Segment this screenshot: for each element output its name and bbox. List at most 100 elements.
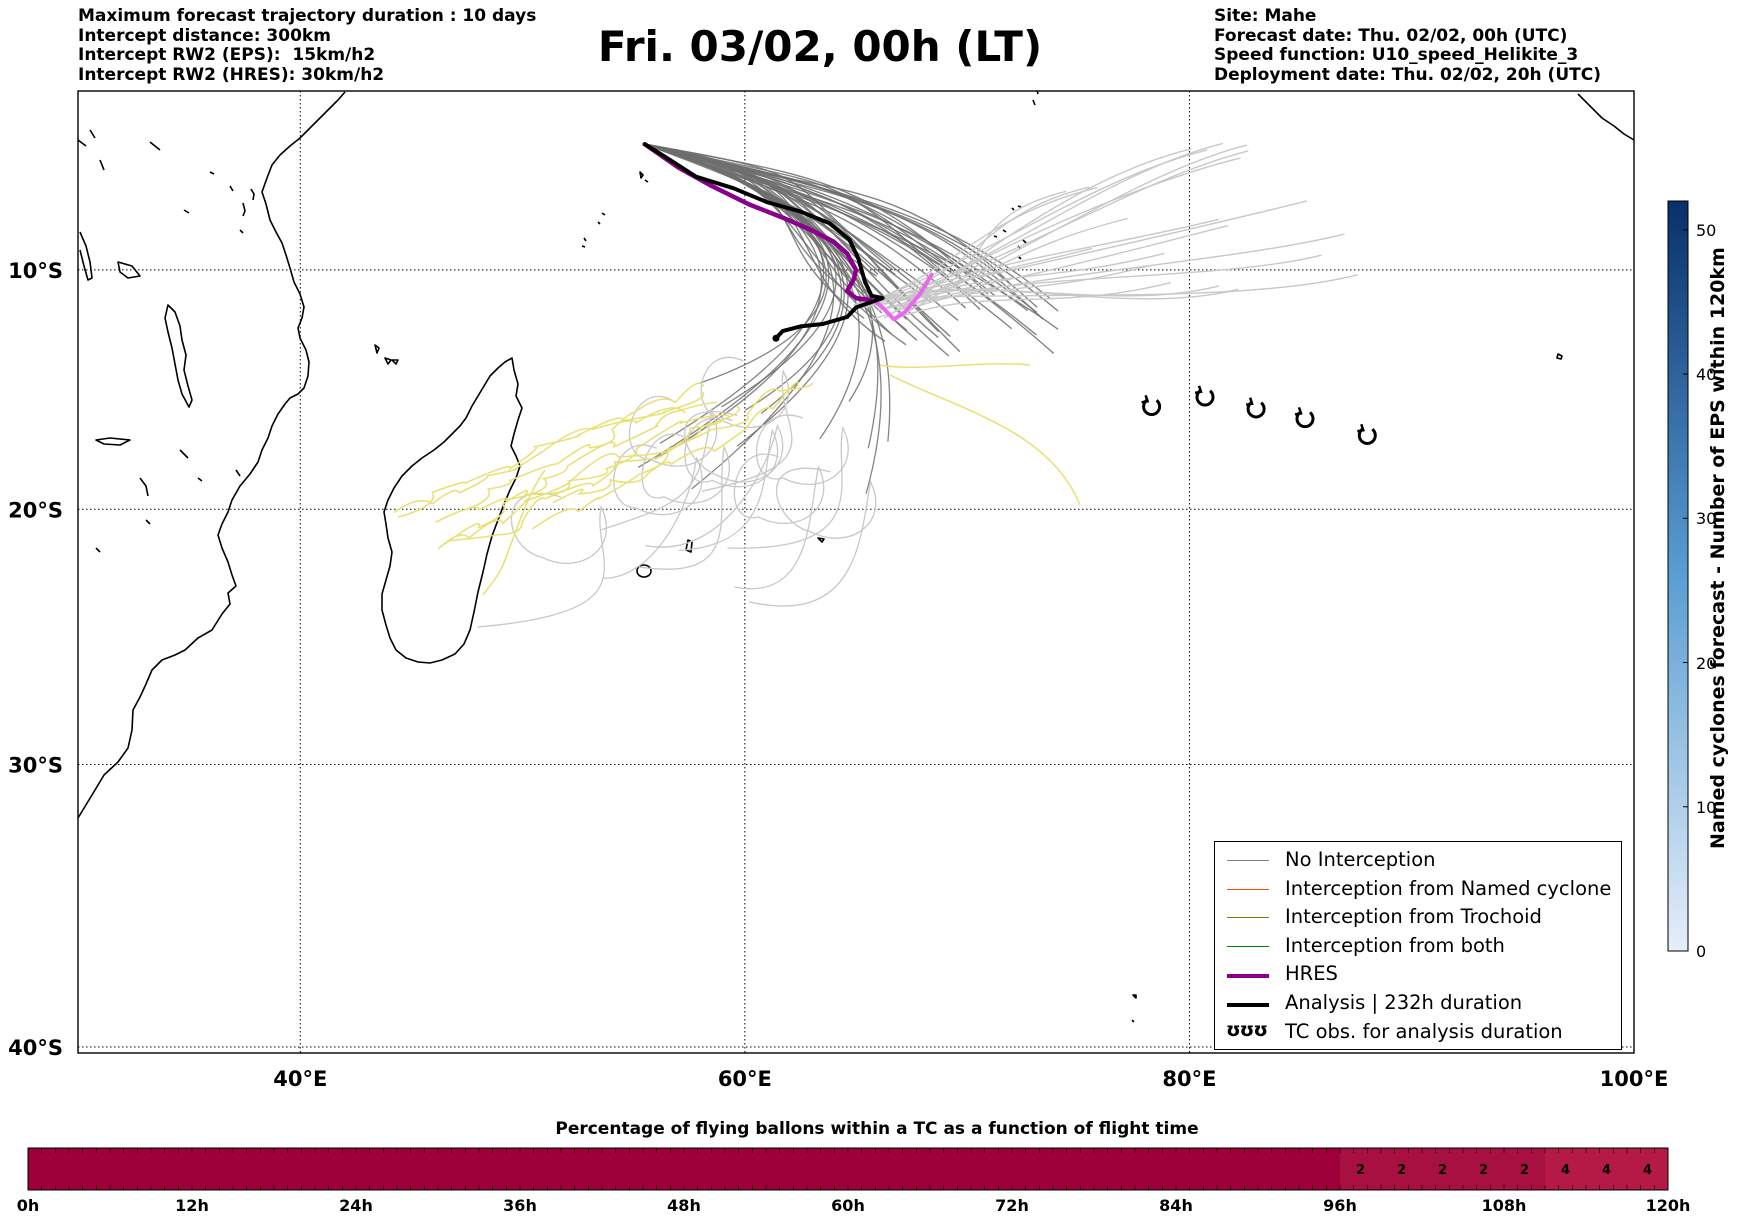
legend-label: HRES xyxy=(1285,962,1338,986)
eps-trajectory-late xyxy=(700,356,793,492)
eps-trajectory-late xyxy=(859,274,1358,301)
zanzibar-pemba xyxy=(242,188,255,217)
tc-percentage-value: 2 xyxy=(1479,1163,1488,1178)
eps-trajectory xyxy=(644,143,989,295)
legend-line-swatch xyxy=(1227,945,1269,947)
lon-tick-label: 60°E xyxy=(718,1067,772,1091)
eps-trajectory-trochoid xyxy=(531,382,813,530)
tc-percentage-bar-tick: 36h xyxy=(503,1196,537,1215)
site-info: Site: Mahe Forecast date: Thu. 02/02, 00h… xyxy=(1214,6,1601,85)
legend-label: Interception from Trochoid xyxy=(1285,905,1542,929)
eps-trajectory-late xyxy=(894,281,1172,320)
lon-tick-label: 100°E xyxy=(1600,1067,1669,1091)
eps-trajectory-trochoid xyxy=(552,381,799,504)
tc-percentage-bar-title: Percentage of flying ballons within a TC… xyxy=(555,1119,1199,1139)
eps-trajectory-late xyxy=(638,433,730,570)
eps-trajectory-late xyxy=(877,252,1165,306)
hres-trajectory xyxy=(642,141,877,303)
tc-percentage-bar: 2 2 2 2 2 4 4 4 xyxy=(27,1147,1669,1191)
legend-line-swatch xyxy=(1227,888,1269,890)
eps-trajectory-trochoid xyxy=(482,469,546,596)
eps-trajectory-trochoid xyxy=(879,363,1081,506)
seychelles-islands xyxy=(581,91,1039,249)
site-line: Deployment date: Thu. 02/02, 20h (UTC) xyxy=(1214,64,1601,85)
analysis-trajectory xyxy=(642,142,885,341)
trajectories xyxy=(393,141,1377,628)
eps-trajectory-trochoid xyxy=(462,382,705,512)
tc-percentage-value: 2 xyxy=(1397,1163,1406,1178)
lake-victoria-edge xyxy=(117,261,141,279)
cyclone-colorbar-tick: 40 xyxy=(1696,365,1717,385)
tc-percentage-bar-tick: 108h xyxy=(1481,1196,1527,1215)
tc-percentage-cell xyxy=(1340,1148,1381,1190)
analysis-endpoint xyxy=(772,334,780,342)
eps-trajectory-late xyxy=(855,285,1220,308)
tc-percentage-bar-tick: 60h xyxy=(831,1196,865,1215)
east-africa-rivers xyxy=(78,129,244,234)
map-frame xyxy=(77,90,1635,1054)
eps-trajectory-late xyxy=(477,492,607,628)
legend-label: Interception from Named cyclone xyxy=(1285,876,1612,900)
eps-trajectory-trochoid xyxy=(447,418,725,542)
eps-trajectory-late xyxy=(887,144,1248,309)
lake-tanganyika xyxy=(79,231,93,281)
lat-tick-label: 40°S xyxy=(8,1036,63,1060)
mozambique-coast-detail xyxy=(95,469,241,553)
tc-observation-icon xyxy=(1141,394,1162,416)
madagascar-coastline xyxy=(381,357,523,664)
lon-tick-label: 40°E xyxy=(273,1067,327,1091)
legend-line-swatch xyxy=(1227,974,1269,979)
tc-percentage-bar-tick: 72h xyxy=(995,1196,1029,1215)
tc-percentage-bar-tick: 96h xyxy=(1323,1196,1357,1215)
eps-trajectory xyxy=(644,143,882,494)
tc-percentage-cell xyxy=(1463,1148,1504,1190)
tc-percentage-bar-tick: 48h xyxy=(667,1196,701,1215)
tc-observation-icon xyxy=(1357,423,1377,445)
parameter-line: Intercept RW2 (HRES): 30km/h2 xyxy=(78,64,385,85)
tc-percentage-value: 2 xyxy=(1438,1163,1447,1178)
lon-tick-label: 80°E xyxy=(1162,1067,1216,1091)
tc-percentage-cell xyxy=(1504,1148,1545,1190)
legend-line-swatch xyxy=(1227,1003,1269,1007)
tc-percentage-cell xyxy=(1381,1148,1422,1190)
eps-trajectory xyxy=(644,143,1044,320)
cyclone-colorbar-tick: 30 xyxy=(1696,509,1717,529)
tc-percentage-value: 4 xyxy=(1643,1163,1652,1178)
tc-observation-icon xyxy=(1194,385,1215,407)
legend-label: Interception from both xyxy=(1285,933,1505,957)
cyclone-colorbar-tick: 0 xyxy=(1696,942,1707,961)
eps-trajectory-late xyxy=(902,148,1192,308)
cyclone-colorbar-tick: 10 xyxy=(1696,797,1717,817)
site-line: Speed function: U10_speed_Helikite_3 xyxy=(1214,45,1579,65)
cocos-islands xyxy=(1131,994,1137,1023)
cyclone-colorbar-tick: 50 xyxy=(1696,220,1717,240)
eps-trajectory-late xyxy=(678,417,779,552)
site-line: Forecast date: Thu. 02/02, 00h (UTC) xyxy=(1214,25,1568,46)
tc-obs-legend-icon: ʊʊʊ xyxy=(1226,1018,1268,1041)
eps-trajectory-late xyxy=(748,467,877,607)
tc-percentage-value: 2 xyxy=(1520,1163,1529,1178)
eps-trajectory-trochoid xyxy=(397,391,705,518)
lat-tick-label: 10°S xyxy=(8,259,63,283)
cyclone-colorbar-ticks xyxy=(1683,229,1688,952)
legend-line-swatch xyxy=(1227,917,1269,919)
eps-trajectory-late xyxy=(645,411,784,548)
eps-trajectory-late xyxy=(884,217,1128,305)
christmas-island xyxy=(1556,353,1563,360)
tc-percentage-cell xyxy=(1545,1148,1586,1190)
tc-percentage-bar-tick: 0h xyxy=(16,1196,40,1215)
eps-trajectory-late xyxy=(853,186,1090,306)
comoros-islands xyxy=(374,344,399,365)
site-line: Site: Mahe xyxy=(1214,6,1317,26)
lat-tick-label: 20°S xyxy=(8,498,63,522)
eps-trajectory-trochoid xyxy=(444,405,740,545)
cyclone-colorbar xyxy=(1667,200,1689,952)
forecast-parameters: Maximum forecast trajectory duration : 1… xyxy=(78,6,536,85)
tc-percentage-bar-tick: 120h xyxy=(1645,1196,1691,1215)
tc-percentage-value: 4 xyxy=(1602,1163,1611,1178)
eps-trajectory xyxy=(644,143,949,278)
hres-trajectory-late xyxy=(871,272,934,322)
tc-percentage-value: 2 xyxy=(1356,1163,1365,1178)
tc-observation-icon xyxy=(1245,397,1266,419)
tc-percentage-cell xyxy=(1627,1148,1668,1190)
